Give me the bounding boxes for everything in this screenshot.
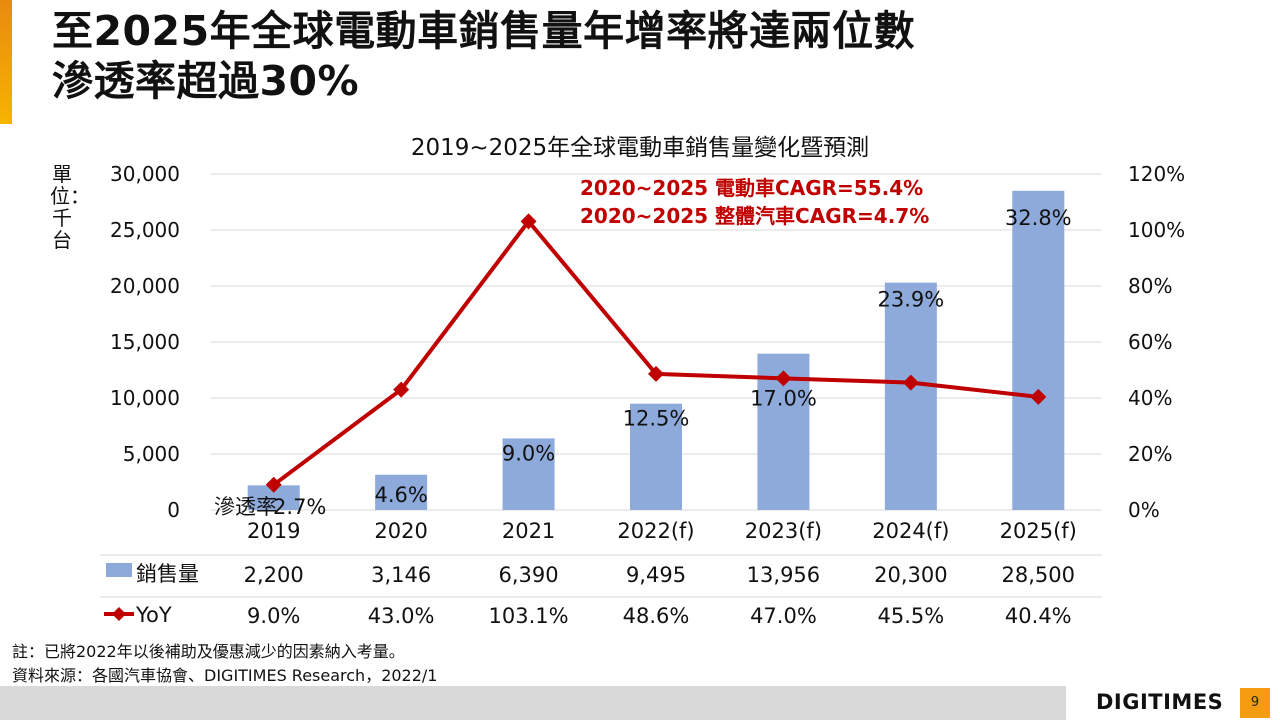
penetration-labels: 2.7% 4.6% 9.0% 12.5% 17.0% 23.9% 32.8% 滲透率 bbox=[214, 206, 1072, 519]
cagr-annotation-ev: 2020~2025 電動車CAGR=55.4% bbox=[580, 176, 923, 200]
bar-2020 bbox=[375, 474, 428, 510]
yoy-point-2025(f) bbox=[1030, 388, 1047, 405]
y2-tick-label: 40% bbox=[1128, 386, 1172, 410]
table-cell-sales: 6,390 bbox=[499, 563, 559, 587]
y2-tick-label: 60% bbox=[1128, 330, 1172, 354]
yoy-point-2020 bbox=[393, 381, 410, 398]
penetration-label: 2.7% bbox=[273, 495, 326, 519]
x-tick-label: 2022(f) bbox=[617, 519, 694, 543]
x-tick-label: 2025(f) bbox=[1000, 519, 1077, 543]
y-tick-label: 5,000 bbox=[123, 442, 180, 466]
x-tick-label: 2019 bbox=[247, 519, 300, 543]
penetration-label: 4.6% bbox=[374, 483, 427, 507]
table-cell-yoy: 43.0% bbox=[368, 604, 435, 628]
x-axis-ticks: 2019 2020 2021 2022(f) 2023(f) 2024(f) 2025(f) bbox=[247, 519, 1077, 543]
y-tick-label: 20,000 bbox=[110, 274, 180, 298]
y2-tick-label: 120% bbox=[1128, 162, 1185, 186]
legend-marker-icon bbox=[112, 607, 126, 621]
x-tick-label: 2024(f) bbox=[872, 519, 949, 543]
penetration-label: 32.8% bbox=[1005, 206, 1072, 230]
penetration-label: 17.0% bbox=[750, 387, 817, 411]
table-cell-yoy: 47.0% bbox=[750, 604, 817, 628]
bar-2025(f) bbox=[1012, 190, 1065, 511]
chart-canvas: 30,000 25,000 20,000 15,000 10,000 5,000 0 120… bbox=[100, 162, 1185, 628]
y-tick-label: 0 bbox=[167, 498, 180, 522]
footer-bar bbox=[0, 686, 1066, 720]
yoy-point-2019 bbox=[265, 476, 282, 493]
yoy-point-2022(f) bbox=[648, 365, 664, 382]
yoy-point-2024(f) bbox=[902, 374, 919, 391]
legend-bar-label: 銷售量 bbox=[136, 562, 199, 586]
bar-2024(f) bbox=[884, 282, 937, 510]
yoy-line bbox=[265, 213, 1047, 493]
table-cell-sales: 9,495 bbox=[626, 563, 686, 587]
slide-title: 至2025年全球電動車銷售量年增率將達兩位數 滲透率超過30% bbox=[52, 6, 915, 106]
table-cell-sales: 2,200 bbox=[244, 563, 304, 587]
data-table: 銷售量 YoY 2,200 3,146 6,390 9,495 13,956 20,300 28… bbox=[100, 554, 1102, 628]
y-tick-label: 15,000 bbox=[110, 330, 180, 354]
chart-title: 2019~2025年全球電動車銷售量變化暨預測 bbox=[410, 135, 870, 161]
footnotes: 註：已將2022年以後補助及優惠減少的因素納入考量。 資料來源：各國汽車協會、D… bbox=[12, 640, 438, 688]
table-cell-yoy: 45.5% bbox=[877, 604, 944, 628]
legend-bar-key bbox=[106, 563, 132, 577]
bars bbox=[247, 190, 1065, 511]
y-tick-label: 30,000 bbox=[110, 162, 180, 186]
y2-tick-label: 0% bbox=[1128, 498, 1160, 522]
slide-title-line2: 滲透率超過30% bbox=[52, 57, 360, 105]
table-cell-yoy: 103.1% bbox=[489, 604, 569, 628]
y2-tick-label: 100% bbox=[1128, 218, 1185, 242]
x-tick-label: 2021 bbox=[502, 519, 555, 543]
table-cell-yoy: 40.4% bbox=[1005, 604, 1072, 628]
cagr-annotation-total: 2020~2025 整體汽車CAGR=4.7% bbox=[580, 204, 929, 228]
legend-line-label: YoY bbox=[135, 603, 172, 627]
page-number: 9 bbox=[1240, 688, 1270, 718]
table-cell-sales: 13,956 bbox=[747, 563, 820, 587]
table-cell-sales: 20,300 bbox=[874, 563, 947, 587]
table-cell-yoy: 9.0% bbox=[247, 604, 300, 628]
slide-title-line1: 至2025年全球電動車銷售量年增率將達兩位數 bbox=[52, 7, 916, 55]
y2-tick-label: 80% bbox=[1128, 274, 1172, 298]
x-tick-label: 2020 bbox=[374, 519, 427, 543]
yoy-point-2023(f) bbox=[775, 370, 792, 387]
yoy-point-2021 bbox=[520, 213, 537, 230]
table-cell-yoy: 48.6% bbox=[623, 604, 690, 628]
table-cell-sales: 28,500 bbox=[1002, 563, 1075, 587]
source-line: 資料來源：各國汽車協會、DIGITIMES Research，2022/1 bbox=[12, 666, 438, 685]
y2-tick-label: 20% bbox=[1128, 442, 1172, 466]
bar-2022(f) bbox=[630, 403, 682, 510]
y2-axis-ticks: 120% 100% 80% 60% 40% 20% 0% bbox=[1128, 162, 1185, 522]
title-accent-bar bbox=[0, 0, 12, 124]
penetration-label: 9.0% bbox=[502, 441, 555, 465]
digitimes-logo: DIGITIMES bbox=[1096, 690, 1224, 714]
y-tick-label: 25,000 bbox=[110, 218, 180, 242]
penetration-label: 23.9% bbox=[877, 288, 944, 312]
y-axis-ticks: 30,000 25,000 20,000 15,000 10,000 5,000 0 bbox=[110, 162, 180, 522]
bar-2021 bbox=[502, 438, 555, 510]
penetration-series-label: 滲透率 bbox=[214, 495, 277, 519]
table-cell-sales: 3,146 bbox=[371, 563, 431, 587]
y-tick-label: 10,000 bbox=[110, 386, 180, 410]
note-line: 註：已將2022年以後補助及優惠減少的因素納入考量。 bbox=[12, 642, 405, 661]
x-tick-label: 2023(f) bbox=[745, 519, 822, 543]
penetration-label: 12.5% bbox=[623, 407, 690, 431]
